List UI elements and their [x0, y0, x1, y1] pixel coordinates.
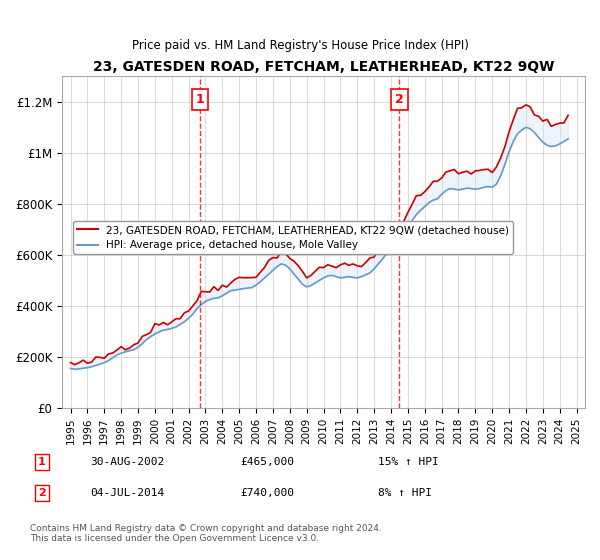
- Text: 1: 1: [38, 457, 46, 467]
- Title: 23, GATESDEN ROAD, FETCHAM, LEATHERHEAD, KT22 9QW: 23, GATESDEN ROAD, FETCHAM, LEATHERHEAD,…: [93, 60, 554, 74]
- Text: 2: 2: [38, 488, 46, 498]
- Text: 8% ↑ HPI: 8% ↑ HPI: [378, 488, 432, 498]
- Text: 04-JUL-2014: 04-JUL-2014: [90, 488, 164, 498]
- Text: Price paid vs. HM Land Registry's House Price Index (HPI): Price paid vs. HM Land Registry's House …: [131, 39, 469, 52]
- Legend: 23, GATESDEN ROAD, FETCHAM, LEATHERHEAD, KT22 9QW (detached house), HPI: Average: 23, GATESDEN ROAD, FETCHAM, LEATHERHEAD,…: [73, 221, 513, 254]
- Text: 2: 2: [395, 93, 404, 106]
- Text: £465,000: £465,000: [240, 457, 294, 467]
- Text: 1: 1: [196, 93, 204, 106]
- Text: £740,000: £740,000: [240, 488, 294, 498]
- Text: 30-AUG-2002: 30-AUG-2002: [90, 457, 164, 467]
- Text: Contains HM Land Registry data © Crown copyright and database right 2024.
This d: Contains HM Land Registry data © Crown c…: [30, 524, 382, 543]
- Text: 15% ↑ HPI: 15% ↑ HPI: [378, 457, 439, 467]
